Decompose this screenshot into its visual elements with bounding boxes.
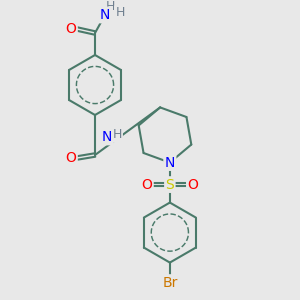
Text: N: N <box>102 130 112 144</box>
Text: Br: Br <box>162 276 178 289</box>
Text: O: O <box>188 178 198 192</box>
Text: N: N <box>100 8 110 22</box>
Text: H: H <box>115 7 125 20</box>
Text: H: H <box>112 128 122 142</box>
Text: N: N <box>165 156 175 170</box>
Text: H: H <box>105 1 115 13</box>
Text: O: O <box>66 22 76 36</box>
Text: O: O <box>66 151 76 165</box>
Text: O: O <box>141 178 152 192</box>
Text: S: S <box>166 178 174 192</box>
